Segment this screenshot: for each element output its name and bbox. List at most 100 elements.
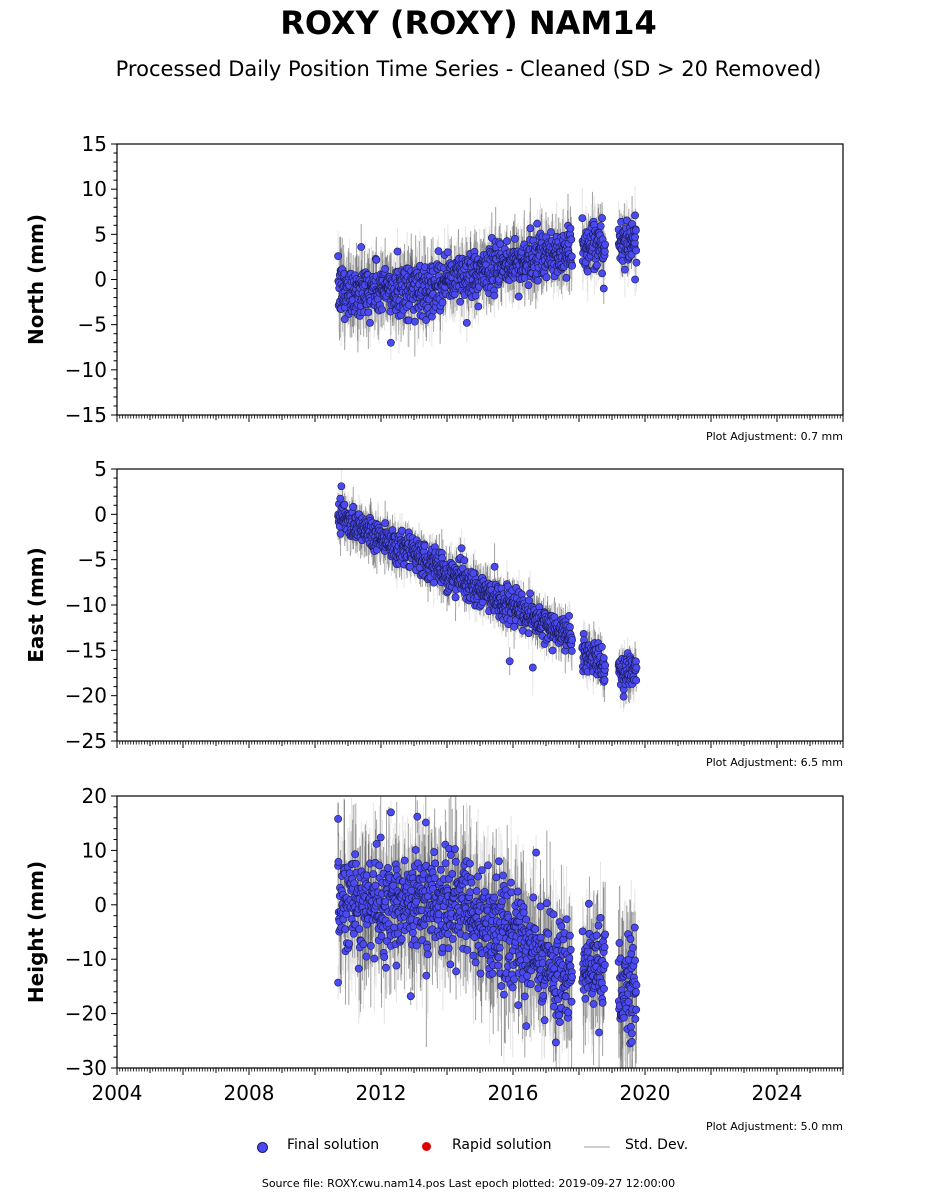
data-point — [496, 240, 505, 249]
data-point — [631, 233, 639, 242]
data-point — [632, 663, 641, 672]
data-point — [526, 589, 534, 598]
y-tick-label: −15 — [65, 403, 107, 427]
data-point — [462, 318, 471, 327]
y-tick-label: −10 — [65, 358, 107, 382]
data-point — [406, 562, 415, 571]
data-point — [514, 292, 523, 301]
data-point — [562, 273, 571, 282]
x-axis — [116, 415, 844, 422]
y-axis: −15 −10 −5 0 5 10 15 — [65, 132, 117, 427]
data-point — [542, 273, 551, 282]
data-point — [397, 526, 406, 535]
data-point — [469, 569, 478, 578]
data-point — [334, 252, 342, 261]
data-point — [632, 258, 641, 267]
data-point — [578, 214, 587, 222]
chart-subtitle: Processed Daily Position Time Series - C… — [115, 57, 822, 81]
data-point — [601, 240, 610, 249]
data-point — [547, 228, 555, 237]
data-point — [393, 247, 402, 256]
data-point — [490, 562, 499, 571]
data-point — [337, 482, 346, 491]
data-point — [381, 265, 390, 273]
data-point — [567, 235, 576, 244]
data-point — [422, 316, 430, 324]
final-solution-points — [334, 482, 641, 701]
data-point — [457, 544, 466, 553]
data-point — [372, 255, 381, 264]
data-point — [336, 494, 345, 503]
data-point — [526, 224, 535, 233]
y-tick-label: 5 — [94, 222, 107, 246]
data-point — [567, 252, 576, 261]
data-point — [456, 297, 465, 306]
plot-area — [334, 796, 641, 1068]
data-point — [410, 317, 419, 326]
y-axis-label: East (mm) — [24, 547, 48, 663]
plot-area — [334, 469, 641, 712]
data-point — [600, 247, 609, 256]
y-tick-label: −15 — [65, 638, 107, 662]
y-axis: −25 −20 −15 −10 −5 0 5 — [65, 457, 117, 753]
data-point — [364, 308, 373, 317]
data-point — [598, 269, 606, 278]
data-point — [443, 248, 452, 257]
data-point — [420, 541, 429, 550]
data-point — [510, 622, 518, 631]
data-point — [600, 676, 609, 684]
data-point — [592, 261, 601, 270]
data-point — [460, 556, 469, 565]
data-point — [632, 226, 640, 235]
data-point — [632, 246, 641, 255]
data-point — [621, 265, 629, 274]
data-point — [349, 502, 358, 511]
data-point — [568, 261, 577, 270]
data-point — [533, 276, 542, 285]
y-tick-label: −5 — [78, 548, 107, 572]
plot-adjustment-label: Plot Adjustment: 0.7 mm — [706, 430, 843, 443]
data-point — [434, 247, 443, 256]
data-point — [528, 663, 537, 672]
data-point — [357, 243, 366, 251]
data-point — [566, 224, 575, 233]
y-tick-label: 0 — [94, 268, 107, 292]
data-point — [567, 647, 576, 655]
final-solution-points — [334, 211, 641, 347]
chart-title: ROXY (ROXY) NAM14 — [280, 4, 657, 42]
data-point — [597, 642, 606, 651]
data-point — [632, 676, 641, 685]
data-point — [340, 500, 349, 509]
data-point — [524, 281, 533, 290]
data-point — [474, 302, 483, 311]
y-tick-label: −5 — [78, 313, 107, 337]
y-tick-label: 0 — [94, 502, 107, 526]
data-point — [598, 214, 606, 222]
y-tick-label: −20 — [65, 684, 107, 708]
data-point — [366, 318, 374, 327]
data-point — [511, 234, 519, 243]
data-point — [438, 298, 447, 307]
data-point — [451, 593, 460, 602]
data-point — [336, 529, 345, 538]
panel-2: −25 −20 −15 −10 −5 0 5 East (mm) Plot Adjustment… — [24, 457, 844, 769]
data-point — [601, 661, 610, 670]
data-point — [503, 237, 511, 246]
y-tick-label: −10 — [65, 593, 107, 617]
data-point — [386, 338, 395, 347]
data-point — [524, 629, 533, 638]
data-point — [619, 692, 628, 701]
data-point — [377, 305, 386, 314]
data-point — [568, 636, 577, 644]
data-point — [596, 222, 605, 230]
data-point — [340, 315, 349, 324]
data-point — [405, 301, 413, 309]
data-point — [631, 211, 639, 220]
data-point — [583, 267, 592, 276]
data-point — [533, 219, 542, 228]
data-point — [490, 291, 499, 300]
plot-adjustment-label: Plot Adjustment: 6.5 mm — [706, 756, 843, 769]
y-tick-label: −25 — [65, 729, 107, 753]
